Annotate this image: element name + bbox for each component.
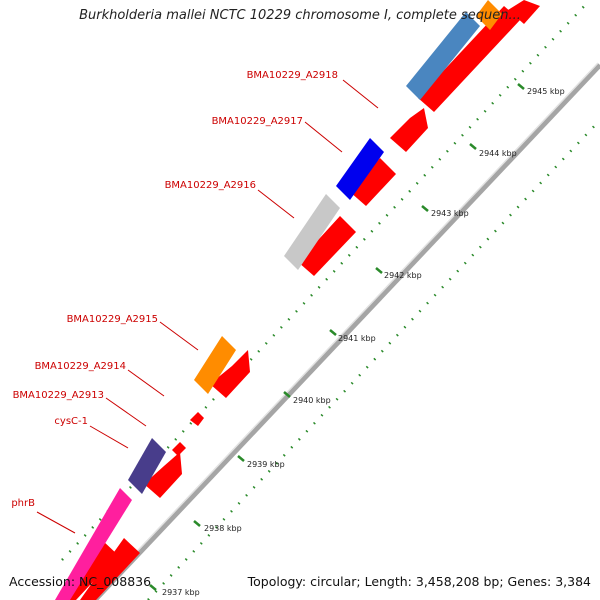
gene-forward-11[interactable] bbox=[508, 0, 540, 24]
gene-labels: BMA10229_A2918 BMA10229_A2917 BMA10229_A… bbox=[11, 70, 338, 509]
kbp-ticks bbox=[149, 83, 525, 591]
gene-label[interactable]: cysC-1 bbox=[54, 416, 88, 427]
gene-label[interactable]: BMA10229_A2913 bbox=[13, 390, 104, 401]
map-title: Burkholderia mallei NCTC 10229 chromosom… bbox=[79, 8, 521, 23]
kbp-label: 2944 kbp bbox=[479, 149, 517, 158]
gene-label[interactable]: BMA10229_A2914 bbox=[35, 361, 126, 372]
kbp-labels: 2937 kbp 2938 kbp 2939 kbp 2940 kbp 2941… bbox=[162, 87, 565, 597]
colored-genes bbox=[55, 0, 502, 600]
gene-cysC-1[interactable] bbox=[128, 438, 166, 494]
forward-strand-genes bbox=[60, 0, 540, 600]
kbp-label: 2938 kbp bbox=[204, 524, 242, 533]
gene-label[interactable]: phrB bbox=[11, 498, 35, 509]
gene-top-orange[interactable] bbox=[476, 0, 502, 30]
accession-text: Accession: NC_008836 bbox=[9, 574, 152, 589]
gene-label[interactable]: BMA10229_A2918 bbox=[247, 70, 338, 81]
kbp-label: 2940 kbp bbox=[293, 396, 331, 405]
gene-BMA10229_A2918[interactable] bbox=[406, 12, 480, 100]
gene-forward-6[interactable] bbox=[210, 350, 250, 398]
gene-phrB[interactable] bbox=[55, 488, 132, 600]
kbp-label: 2945 kbp bbox=[527, 87, 565, 96]
gene-label[interactable]: BMA10229_A2915 bbox=[67, 314, 158, 325]
backbone-highlight bbox=[92, 62, 599, 599]
kbp-label: 2942 kbp bbox=[384, 271, 422, 280]
kbp-label: 2937 kbp bbox=[162, 588, 200, 597]
gene-BMA10229_A2916[interactable] bbox=[284, 194, 340, 270]
gene-forward-3[interactable] bbox=[144, 452, 182, 498]
gene-forward-5[interactable] bbox=[190, 412, 204, 426]
label-leader-lines bbox=[36, 79, 379, 534]
gene-BMA10229_A2915[interactable] bbox=[194, 336, 236, 394]
gene-forward-4[interactable] bbox=[172, 442, 186, 456]
topology-text: Topology: circular; Length: 3,458,208 bp… bbox=[247, 574, 591, 589]
gene-label[interactable]: BMA10229_A2917 bbox=[212, 116, 303, 127]
gene-forward-2[interactable] bbox=[80, 538, 140, 600]
gene-label[interactable]: BMA10229_A2916 bbox=[165, 180, 256, 191]
gene-forward-10[interactable] bbox=[418, 6, 520, 112]
gene-forward-9[interactable] bbox=[390, 108, 428, 152]
kbp-label: 2943 kbp bbox=[431, 209, 469, 218]
gene-forward-8[interactable] bbox=[350, 158, 396, 206]
gene-BMA10229_A2917[interactable] bbox=[336, 138, 384, 200]
gene-forward-7[interactable] bbox=[298, 216, 356, 276]
kbp-label: 2941 kbp bbox=[338, 334, 376, 343]
kbp-label: 2939 kbp bbox=[247, 460, 285, 469]
backbone bbox=[93, 63, 600, 600]
